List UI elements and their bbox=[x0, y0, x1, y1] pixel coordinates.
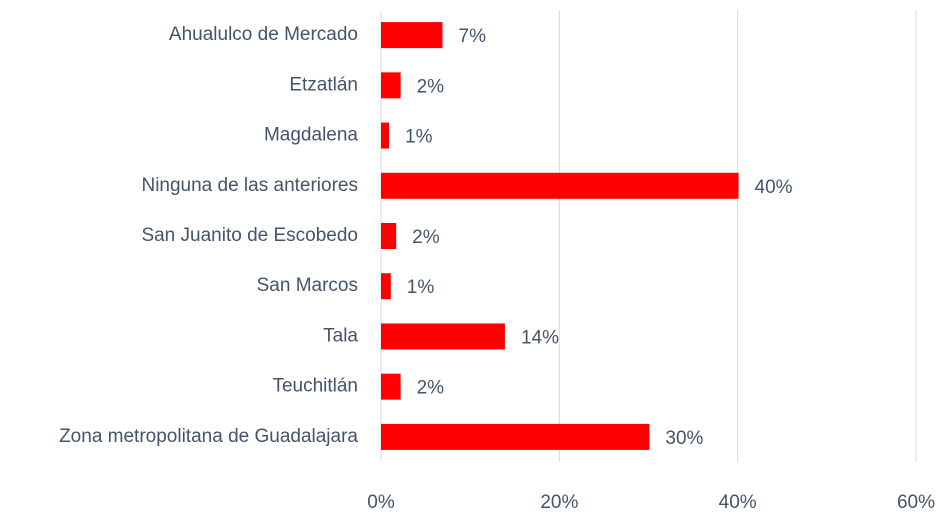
data-label: 14% bbox=[521, 327, 559, 348]
data-label: 2% bbox=[417, 378, 445, 399]
y-tick-label: Tala bbox=[323, 325, 358, 346]
bar bbox=[381, 72, 401, 99]
data-label: 40% bbox=[755, 177, 793, 198]
y-tick-label: Teuchitlán bbox=[272, 376, 358, 397]
x-tick-label: 0% bbox=[367, 492, 395, 513]
data-label: 30% bbox=[665, 428, 703, 449]
y-tick-label: San Marcos bbox=[257, 275, 358, 296]
y-tick-label: San Juanito de Escobedo bbox=[141, 225, 358, 246]
bar bbox=[381, 323, 505, 350]
y-tick-label: Etzatlán bbox=[289, 74, 358, 95]
data-label: 1% bbox=[407, 277, 435, 298]
y-tick-label: Ninguna de las anteriores bbox=[141, 175, 358, 196]
y-tick-label: Magdalena bbox=[264, 125, 358, 146]
y-tick-label: Ahualulco de Mercado bbox=[169, 24, 358, 45]
x-tick-label: 60% bbox=[897, 492, 935, 513]
data-label: 2% bbox=[417, 76, 445, 97]
y-tick-label: Zona metropolitana de Guadalajara bbox=[59, 426, 358, 447]
data-label: 1% bbox=[405, 127, 433, 148]
bar bbox=[381, 273, 391, 300]
x-tick-label: 40% bbox=[719, 492, 757, 513]
bar bbox=[381, 122, 390, 149]
bar bbox=[381, 423, 650, 450]
data-label: 7% bbox=[459, 26, 487, 47]
bar bbox=[381, 223, 397, 249]
bar bbox=[381, 373, 401, 400]
bar bbox=[381, 172, 739, 199]
bar bbox=[381, 22, 443, 49]
data-label: 2% bbox=[412, 227, 440, 248]
x-tick-label: 20% bbox=[540, 492, 578, 513]
